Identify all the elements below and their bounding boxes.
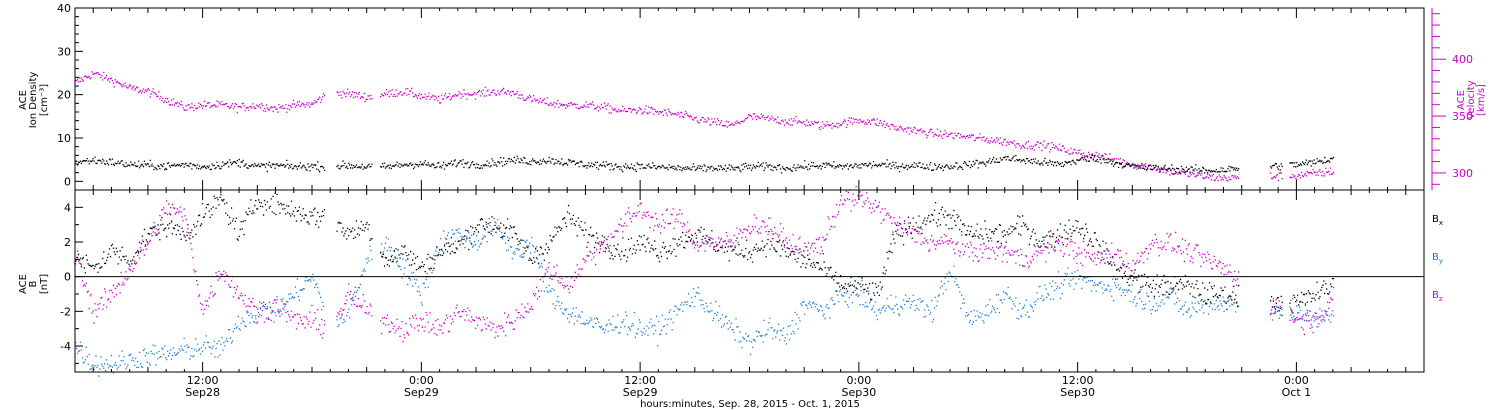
- x-tick-label-date: Sep29: [404, 386, 439, 399]
- text-layer: hours:minutes, Sep. 28, 2015 - Oct. 1, 2…: [18, 72, 1487, 410]
- x-tick-label-time: 12:00: [187, 374, 219, 387]
- density-y-tick-label: 0: [64, 175, 71, 188]
- x-tick-label-time: 12:00: [624, 374, 656, 387]
- x-tick-label-date: Sep28: [185, 386, 220, 399]
- velocity-axis-label-line2: Velocity: [1466, 80, 1477, 119]
- legend-bz: Bz: [1432, 290, 1443, 303]
- data-layer: [75, 71, 1335, 377]
- b-axis-label-line3: [nT]: [39, 274, 50, 294]
- x-tick-label-date: Sep30: [1060, 386, 1095, 399]
- velocity-axis-label-line1: ACE: [1456, 90, 1467, 110]
- density-axis-label-line1: ACE: [18, 90, 29, 110]
- legend-by-subscript: y: [1439, 257, 1443, 265]
- by-series: [75, 217, 1335, 377]
- b-y-tick-label: -4: [60, 340, 71, 353]
- x-tick-label-date: Sep29: [623, 386, 658, 399]
- velocity-y-tick-label: 300: [1452, 167, 1473, 180]
- density-y-tick-label: 30: [57, 45, 71, 58]
- b-axis-label-line2: B: [28, 280, 39, 287]
- velocity-y-tick-label: 400: [1452, 53, 1473, 66]
- b-y-tick-label: 4: [64, 201, 71, 214]
- density-y-tick-label: 20: [57, 89, 71, 102]
- bz-series: [75, 185, 1335, 343]
- velocity-y-tick-label: 350: [1452, 110, 1473, 123]
- x-tick-label-date: Sep30: [842, 386, 877, 399]
- density-y-tick-label: 40: [57, 2, 71, 15]
- x-tick-label-time: 0:00: [409, 374, 434, 387]
- axes-layer: 12:00Sep280:00Sep2912:00Sep290:00Sep3012…: [57, 2, 1473, 399]
- density-series: [75, 154, 1335, 175]
- x-axis-caption: hours:minutes, Sep. 28, 2015 - Oct. 1, 2…: [640, 399, 860, 410]
- legend-bx: Bx: [1432, 214, 1443, 227]
- b-axis-label-line1: ACE: [18, 274, 29, 294]
- legend-bz-subscript: z: [1439, 295, 1443, 303]
- panel-frame-2: [74, 189, 1425, 373]
- b-y-tick-label: 0: [64, 271, 71, 284]
- b-y-tick-label: -2: [60, 305, 71, 318]
- velocity-axis-label-line3: [km/s]: [1476, 84, 1487, 116]
- panel-frame-1: [74, 7, 1425, 191]
- x-tick-label-time: 12:00: [1062, 374, 1094, 387]
- density-axis-label-line2: Ion Density: [28, 72, 39, 129]
- density-y-tick-label: 10: [57, 132, 71, 145]
- legend-bx-subscript: x: [1439, 219, 1443, 227]
- x-tick-label-time: 0:00: [847, 374, 872, 387]
- legend-by: By: [1432, 252, 1443, 265]
- density-axis-label-line3: [cm⁻³]: [39, 84, 50, 116]
- x-tick-label-date: Oct 1: [1282, 386, 1312, 399]
- b-y-tick-label: 2: [64, 236, 71, 249]
- x-tick-label-time: 0:00: [1284, 374, 1309, 387]
